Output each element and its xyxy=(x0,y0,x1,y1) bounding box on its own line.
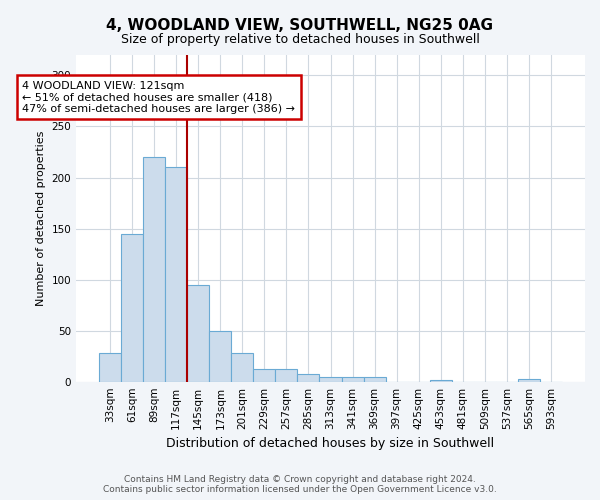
Bar xyxy=(430,380,452,382)
Bar xyxy=(165,168,187,382)
Bar xyxy=(364,376,386,382)
X-axis label: Distribution of detached houses by size in Southwell: Distribution of detached houses by size … xyxy=(166,437,494,450)
Text: Size of property relative to detached houses in Southwell: Size of property relative to detached ho… xyxy=(121,32,479,46)
Bar xyxy=(253,370,275,382)
Bar xyxy=(143,157,165,382)
Bar xyxy=(209,330,232,382)
Bar xyxy=(518,378,540,382)
Text: 4, WOODLAND VIEW, SOUTHWELL, NG25 0AG: 4, WOODLAND VIEW, SOUTHWELL, NG25 0AG xyxy=(107,18,493,32)
Bar xyxy=(187,284,209,382)
Text: Contains HM Land Registry data © Crown copyright and database right 2024.
Contai: Contains HM Land Registry data © Crown c… xyxy=(103,474,497,494)
Bar xyxy=(319,376,341,382)
Bar xyxy=(121,234,143,382)
Bar xyxy=(341,376,364,382)
Bar xyxy=(298,374,319,382)
Bar xyxy=(275,370,298,382)
Y-axis label: Number of detached properties: Number of detached properties xyxy=(36,130,46,306)
Text: 4 WOODLAND VIEW: 121sqm
← 51% of detached houses are smaller (418)
47% of semi-d: 4 WOODLAND VIEW: 121sqm ← 51% of detache… xyxy=(22,80,295,114)
Bar xyxy=(232,353,253,382)
Bar xyxy=(99,353,121,382)
